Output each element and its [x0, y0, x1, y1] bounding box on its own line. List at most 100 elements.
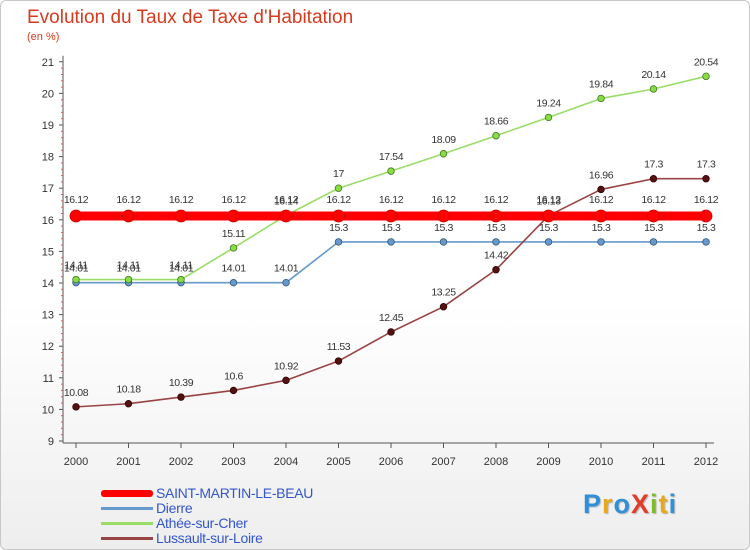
data-point — [439, 238, 448, 246]
y-tick-label: 20 — [42, 88, 54, 100]
logo-letter: t — [658, 489, 669, 519]
data-label: 15.3 — [329, 222, 348, 234]
data-point — [542, 209, 555, 223]
data-label: 16.12 — [484, 194, 509, 206]
data-label: 16.12 — [536, 194, 561, 206]
data-point — [279, 209, 293, 223]
x-tick-label: 2010 — [589, 456, 613, 468]
x-tick-label: 2003 — [221, 456, 245, 468]
logo-letter: o — [613, 489, 632, 519]
y-tick-label: 12 — [42, 341, 54, 353]
data-point — [649, 175, 658, 183]
data-point — [387, 167, 395, 175]
data-point — [227, 209, 240, 223]
data-point — [489, 209, 503, 223]
data-point — [492, 266, 500, 274]
data-label: 15.3 — [434, 222, 453, 234]
legend-item-dierre: Dierre — [101, 500, 361, 516]
data-labels-1: 14.01 14.01 14.01 14.01 14.01 15.3 15.3 15.3 15.… — [64, 222, 717, 275]
data-point — [544, 238, 553, 246]
chart-title: Evolution du Taux de Taxe d'Habitation — [27, 7, 354, 28]
data-label: 16.12 — [641, 194, 666, 206]
data-label: 17 — [333, 168, 344, 180]
x-tick-label: 2002 — [169, 456, 193, 468]
data-point — [229, 386, 238, 395]
data-label: 16.12 — [694, 194, 719, 206]
data-label: 15.3 — [382, 222, 401, 234]
data-label: 15.3 — [487, 222, 506, 234]
x-tick-label: 2004 — [274, 456, 298, 468]
data-label: 16.14 — [274, 195, 299, 207]
data-label: 19.24 — [536, 97, 561, 109]
logo-letter: i — [668, 489, 678, 519]
chart-subtitle: (en %) — [27, 31, 60, 43]
logo-letter: r — [602, 489, 614, 519]
data-point — [174, 209, 188, 223]
logo-letter: P — [583, 489, 603, 519]
data-label: 16.12 — [589, 194, 614, 206]
series-0 — [69, 209, 713, 223]
y-tick-label: 11 — [43, 373, 54, 385]
data-point — [439, 303, 448, 311]
data-point — [177, 393, 185, 401]
data-point — [229, 244, 238, 252]
data-label: 14.01 — [116, 263, 141, 275]
data-labels-0: 16.12 16.12 16.12 16.12 16.12 16.12 16.12 16.12… — [64, 194, 719, 206]
data-label: 14.01 — [169, 263, 194, 275]
x-tick-label: 2012 — [694, 456, 718, 468]
series-2 — [72, 72, 710, 284]
y-tick-label: 18 — [42, 152, 54, 164]
data-point — [439, 150, 448, 158]
data-label: 15.11 — [222, 228, 246, 240]
data-label: 18.09 — [431, 134, 456, 146]
data-label: 20.14 — [641, 69, 666, 81]
data-point — [334, 238, 343, 246]
data-point — [334, 184, 343, 192]
data-label: 19.84 — [589, 78, 614, 90]
data-point — [702, 175, 710, 183]
data-label: 15.3 — [644, 222, 663, 234]
legend-swatch-lussault — [101, 537, 153, 540]
data-point — [649, 238, 658, 246]
x-tick-label: 2005 — [326, 456, 350, 468]
logo-letter: X — [631, 489, 651, 519]
data-point — [702, 238, 710, 246]
data-label: 13.25 — [431, 287, 456, 299]
legend-swatch-dierre — [101, 507, 153, 510]
data-label: 17.3 — [697, 159, 716, 171]
y-tick-label: 17 — [42, 183, 54, 195]
legend-label-dierre: Dierre — [156, 500, 193, 516]
data-label: 16.12 — [221, 194, 246, 206]
data-label: 16.13 — [536, 196, 561, 208]
data-point — [334, 357, 343, 365]
data-label: 16.12 — [326, 194, 351, 206]
legend-item-lussault: Lussault-sur-Loire — [101, 530, 361, 546]
legend-item-athee: Athée-sur-Cher — [101, 515, 361, 531]
series-3 — [72, 175, 710, 411]
proxiti-logo: ProXiti — [583, 489, 677, 520]
data-label: 14.11 — [117, 260, 141, 272]
data-label: 16.12 — [64, 194, 89, 206]
x-tick-label: 2009 — [536, 456, 560, 468]
data-point — [124, 400, 133, 408]
y-tick-label: 15 — [42, 246, 54, 258]
data-label: 12.45 — [379, 312, 404, 324]
data-label: 17.3 — [644, 159, 663, 171]
x-tick-label: 2006 — [379, 456, 403, 468]
data-point — [594, 209, 608, 223]
data-point — [597, 185, 605, 194]
y-tick-label: 21 — [42, 57, 54, 69]
data-label: 14.11 — [64, 260, 88, 272]
data-label: 15.3 — [539, 222, 558, 234]
data-label: 16.12 — [379, 194, 404, 206]
data-point — [384, 209, 398, 223]
data-point — [597, 238, 605, 246]
axes: 9 10 11 12 13 14 15 16 17 18 19 20 21 2000 2001 2002 200… — [42, 55, 718, 468]
data-label: 11.53 — [327, 341, 351, 353]
y-tick-label: 14 — [42, 278, 54, 290]
data-point — [387, 328, 395, 336]
data-label: 18.66 — [484, 116, 509, 128]
legend-swatch-athee — [101, 522, 153, 525]
